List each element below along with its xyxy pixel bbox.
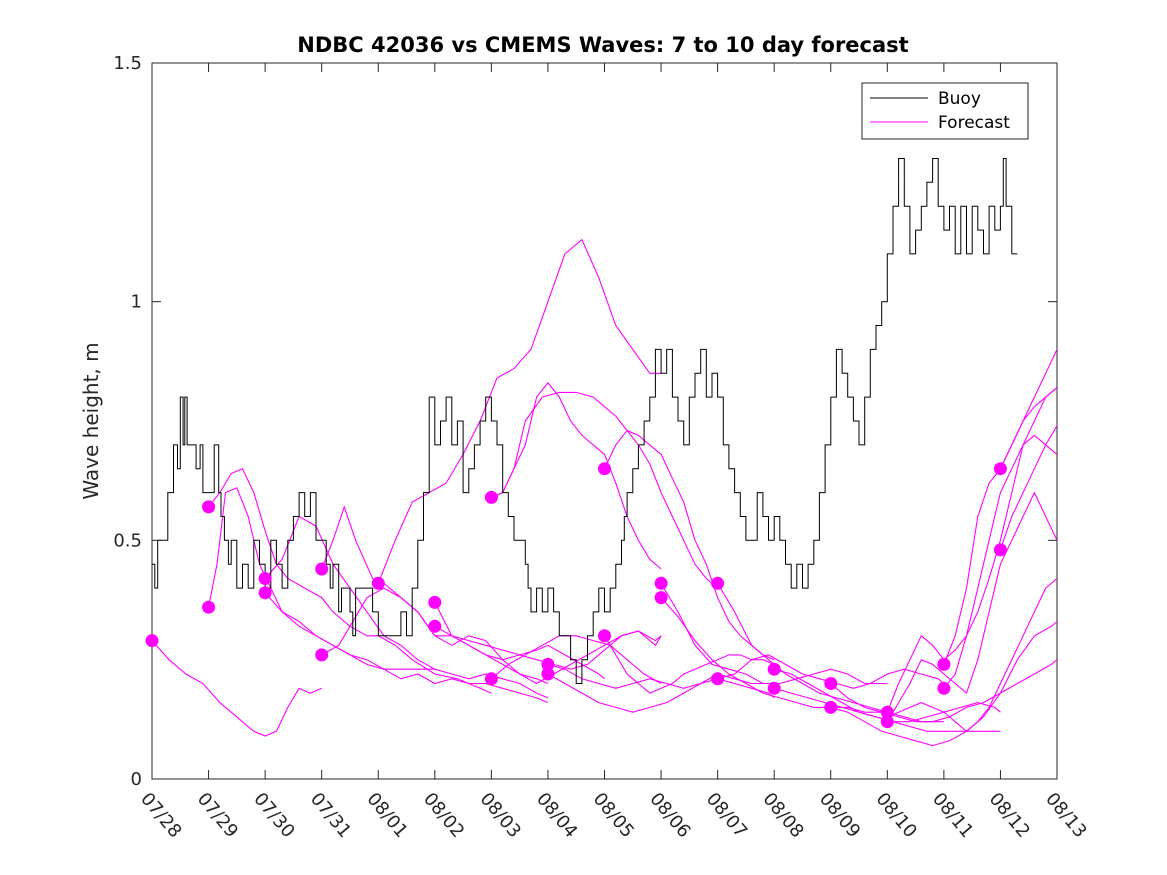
forecast-marker-29 <box>993 543 1007 557</box>
forecast-marker-27 <box>937 681 951 695</box>
forecast-marker-12 <box>541 657 555 671</box>
forecast-marker-4 <box>258 586 272 600</box>
forecast-marker-17 <box>654 591 668 605</box>
legend-forecast-label: Forecast <box>938 113 1010 133</box>
forecast-line-13 <box>547 663 775 689</box>
y-tick-label-1: 0.5 <box>113 530 142 551</box>
forecast-line-17 <box>660 583 888 685</box>
buoy-series <box>152 158 1018 684</box>
chart-title: NDBC 42036 vs CMEMS Waves: 7 to 10 day f… <box>297 33 908 57</box>
forecast-marker-24 <box>880 705 894 719</box>
forecast-marker-21 <box>767 681 781 695</box>
y-axis-label: Wave height, m <box>79 342 103 499</box>
forecast-line-31 <box>999 425 1058 551</box>
forecast-marker-22 <box>824 677 838 690</box>
plot-area: 07/28 07/29 07/30 07/31 08/01 08/02 08/03 08/04… <box>113 53 1090 842</box>
forecast-marker-23 <box>824 700 838 714</box>
forecast-line-15 <box>604 429 775 661</box>
forecast-marker-6 <box>315 648 329 662</box>
axes-box <box>151 62 1058 780</box>
legend-buoy-label: Buoy <box>938 89 981 109</box>
forecast-line-27 <box>887 578 1058 733</box>
forecast-line-4 <box>264 592 549 704</box>
forecast-line-18 <box>660 597 888 713</box>
y-axis: 0 0.5 1 1.5 <box>113 53 1057 790</box>
forecast-start-markers <box>145 462 1007 729</box>
forecast-line-7 <box>377 238 662 584</box>
forecast-line-24 <box>830 621 1058 747</box>
forecast-line-14 <box>547 673 775 713</box>
forecast-marker-20 <box>767 662 781 676</box>
forecast-line-12 <box>491 391 718 589</box>
forecast-marker-8 <box>428 595 442 609</box>
forecast-marker-9 <box>428 619 442 633</box>
forecast-marker-28 <box>993 462 1007 476</box>
legend-box <box>861 82 1029 140</box>
forecast-marker-10 <box>484 490 498 504</box>
forecast-line-0 <box>151 640 322 737</box>
forecast-line-25 <box>886 387 1058 713</box>
forecast-marker-7 <box>371 576 385 590</box>
forecast-marker-18 <box>711 576 725 590</box>
y-tick-label-3: 1.5 <box>113 53 142 74</box>
y-tick-label-0: 0 <box>131 769 142 790</box>
forecast-marker-3 <box>258 572 272 585</box>
forecast-line-10 <box>491 381 662 570</box>
forecast-marker-25 <box>880 715 894 729</box>
forecast-marker-5 <box>315 562 329 576</box>
forecast-line-3 <box>264 515 549 699</box>
forecast-line-30 <box>999 349 1058 469</box>
forecast-marker-26 <box>937 657 951 671</box>
y-tick-label-2: 1 <box>131 292 142 313</box>
forecast-marker-1 <box>202 500 216 514</box>
forecast-marker-11 <box>484 672 498 686</box>
forecast-line-26 <box>886 491 1058 722</box>
forecast-line-16 <box>604 635 775 694</box>
forecast-marker-14 <box>598 462 611 476</box>
legend: Buoy Forecast <box>861 82 1029 140</box>
forecast-marker-0 <box>145 634 159 648</box>
forecast-marker-13 <box>541 667 555 681</box>
buoy-line <box>152 158 1018 684</box>
forecast-line-1 <box>208 487 435 670</box>
forecast-line-11 <box>491 635 662 684</box>
forecast-line-2 <box>208 467 492 694</box>
forecast-line-29 <box>943 434 1058 689</box>
forecast-marker-19 <box>711 672 725 686</box>
forecast-marker-16 <box>654 576 668 590</box>
forecast-marker-15 <box>598 629 611 643</box>
forecast-marker-2 <box>202 600 216 614</box>
